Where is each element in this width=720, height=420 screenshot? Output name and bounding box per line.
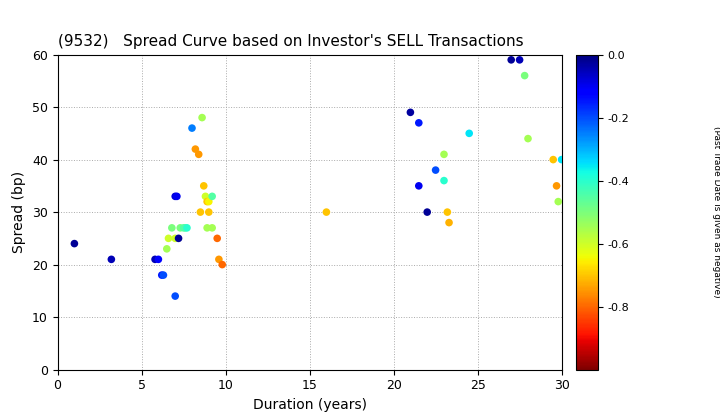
Point xyxy=(202,224,213,231)
Point xyxy=(413,119,425,126)
Point xyxy=(405,109,416,116)
Point xyxy=(519,72,531,79)
Point xyxy=(203,209,215,215)
Point xyxy=(551,182,562,189)
Point xyxy=(522,135,534,142)
Point xyxy=(421,209,433,215)
Text: (9532)   Spread Curve based on Investor's SELL Transactions: (9532) Spread Curve based on Investor's … xyxy=(58,34,523,49)
X-axis label: Duration (years): Duration (years) xyxy=(253,398,366,412)
Point xyxy=(149,256,161,263)
Point xyxy=(174,224,186,231)
Point xyxy=(438,151,450,158)
Point xyxy=(169,193,181,199)
Point xyxy=(552,198,564,205)
Y-axis label: Spread (bp): Spread (bp) xyxy=(12,171,27,253)
Point xyxy=(186,125,198,131)
Point xyxy=(169,235,181,242)
Point xyxy=(161,245,173,252)
Point xyxy=(198,182,210,189)
Point xyxy=(169,293,181,299)
Point xyxy=(193,151,204,158)
Point xyxy=(207,193,218,199)
Point xyxy=(547,156,559,163)
Point xyxy=(430,167,441,173)
Point xyxy=(197,114,208,121)
Point xyxy=(179,224,191,231)
Point xyxy=(181,224,193,231)
Point xyxy=(438,177,450,184)
Point xyxy=(444,219,455,226)
Point xyxy=(217,261,228,268)
Point xyxy=(178,224,189,231)
Point xyxy=(158,272,169,278)
Point xyxy=(464,130,475,137)
Point xyxy=(441,209,453,215)
Point xyxy=(171,193,183,199)
Point xyxy=(199,193,211,199)
Point xyxy=(106,256,117,263)
Point xyxy=(212,235,223,242)
Point xyxy=(194,209,206,215)
Y-axis label: Time in years between 5/2/2025 and Trade Date
(Past Trade Date is given as negat: Time in years between 5/2/2025 and Trade… xyxy=(712,103,720,321)
Point xyxy=(505,56,517,63)
Point xyxy=(203,198,215,205)
Point xyxy=(189,146,201,152)
Point xyxy=(556,156,567,163)
Point xyxy=(173,235,184,242)
Point xyxy=(166,224,178,231)
Point xyxy=(163,235,174,242)
Point xyxy=(153,256,164,263)
Point xyxy=(156,272,168,278)
Point xyxy=(320,209,332,215)
Point xyxy=(68,240,80,247)
Point xyxy=(207,224,218,231)
Point xyxy=(514,56,526,63)
Point xyxy=(413,182,425,189)
Point xyxy=(213,256,225,263)
Point xyxy=(202,198,213,205)
